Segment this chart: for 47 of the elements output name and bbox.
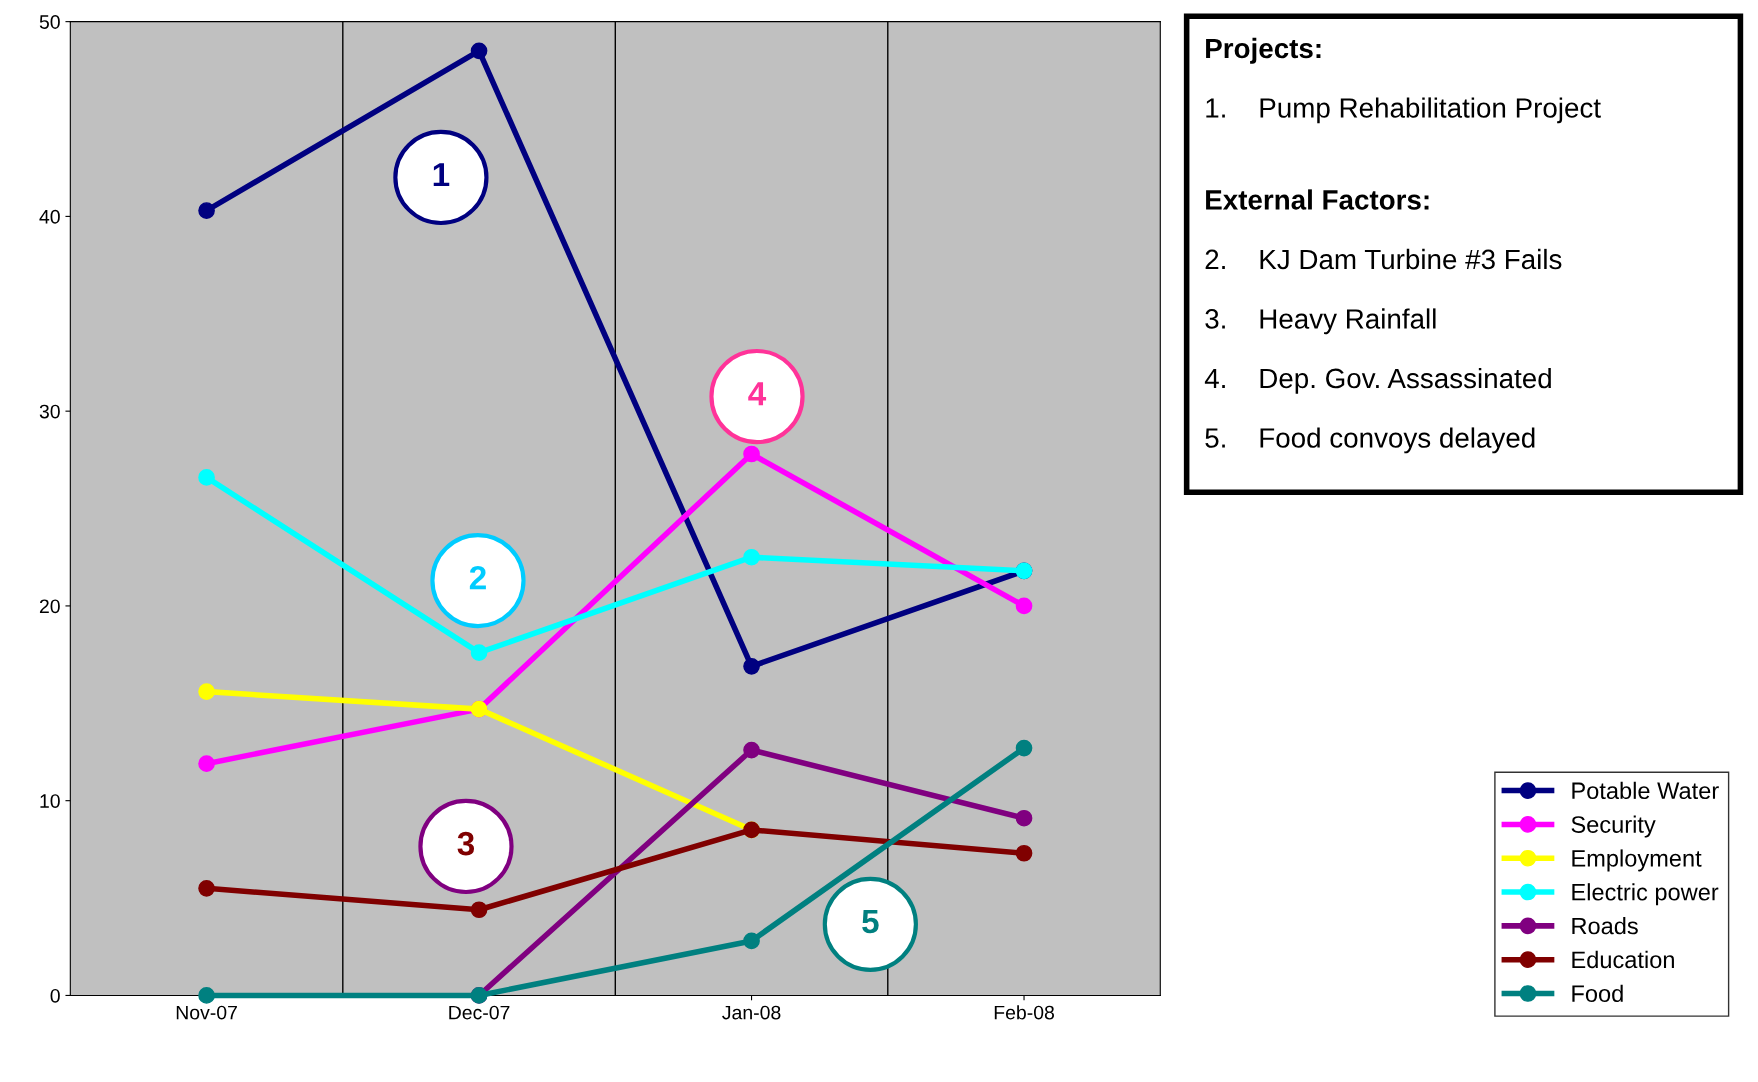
point [1015,809,1033,827]
y-tick-label: 0 [50,988,60,1003]
y-tick-label: 10 [40,794,60,808]
point [198,987,215,1004]
y-tick-label: 30 [39,404,60,419]
legend-label: Food [1572,984,1623,1002]
point [1015,844,1033,862]
text: 1. Pump Rehabilitation Project [1206,97,1601,124]
legend-label: Security [1571,815,1656,838]
point [198,879,215,897]
text: External Factors: [1206,189,1429,210]
point [1015,597,1033,615]
x-tick-label: Jan-08 [722,1005,781,1020]
legend-label: Employment [1572,849,1702,872]
x-tick-label: Feb-08 [994,1005,1054,1020]
point [198,202,215,219]
annotation: 1 [433,163,450,187]
text: 4. Dep. Gov. Assassinated [1204,367,1551,394]
point [470,644,488,661]
annotation: 5 [862,910,879,934]
text: 3. Heavy Rainfall [1205,308,1436,335]
point [743,548,760,566]
legend-label: Roads [1572,917,1638,935]
point [470,901,488,919]
annotation: 4 [748,382,767,406]
y-tick-label: 20 [39,599,60,614]
y-tick-label: 50 [39,15,60,29]
point [1015,739,1033,757]
legend-label: Potable Water [1572,781,1719,800]
legend-label: Electric power [1572,883,1719,906]
text: Projects: [1206,37,1321,64]
point [743,741,760,759]
annotation: 2 [469,565,486,590]
point [198,469,215,486]
legend-label: Education [1572,950,1674,969]
text: 2. KJ Dam Turbine #3 Fails [1205,248,1562,270]
text: 5. Food convoys delayed [1205,427,1535,454]
point [743,932,760,950]
point [743,445,760,463]
point [198,683,215,700]
point [470,42,488,60]
x-tick-label: Dec-07 [449,1005,510,1020]
x-tick-label: Nov-07 [176,1005,237,1020]
annotation: 3 [457,831,475,856]
point [743,657,760,675]
y-tick-label: 40 [39,209,60,224]
point [198,755,215,773]
